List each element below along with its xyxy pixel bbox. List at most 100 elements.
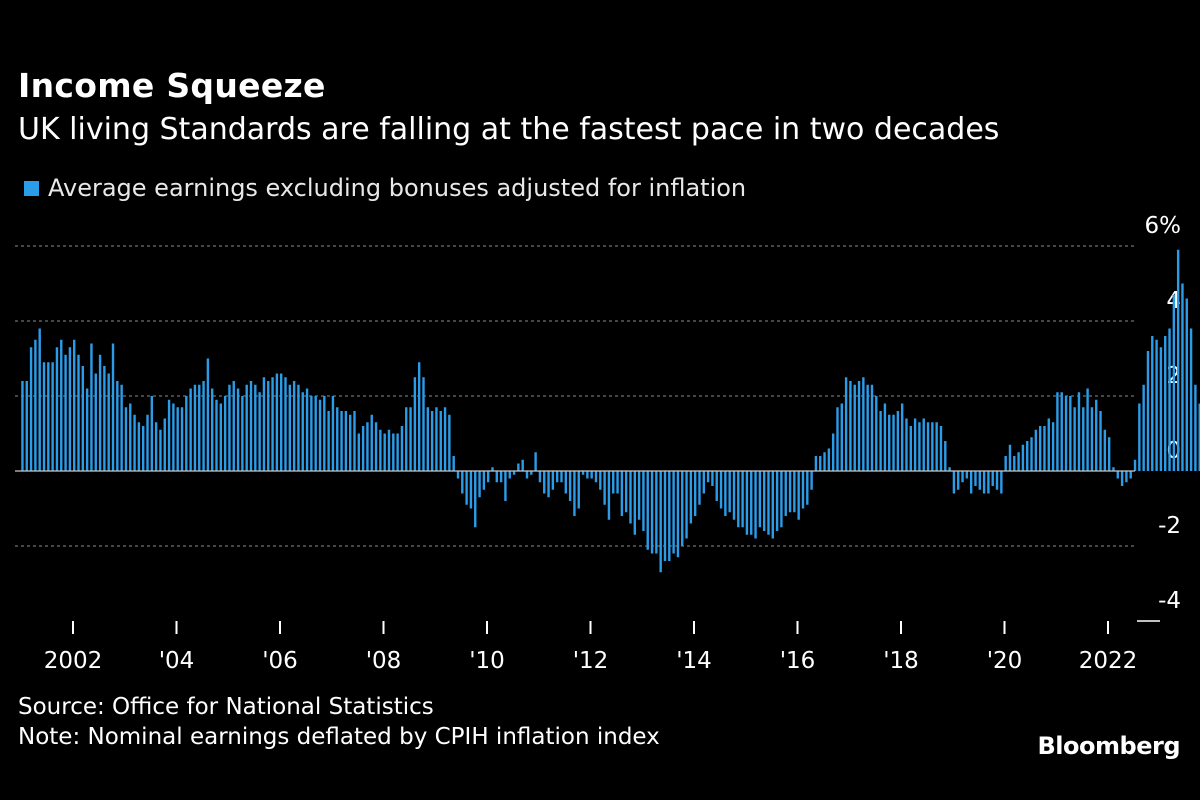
data-bar — [417, 362, 421, 471]
data-bar — [1189, 328, 1193, 471]
data-bar — [241, 396, 244, 471]
x-tick-label: 2022 — [1079, 648, 1138, 674]
data-bar — [819, 456, 822, 471]
data-bar — [72, 339, 76, 471]
x-tick-label: '20 — [987, 648, 1023, 674]
data-bar — [1021, 444, 1025, 471]
x-tick-label: '06 — [262, 648, 298, 674]
data-bar — [698, 471, 701, 505]
data-bar — [176, 407, 179, 471]
data-bar — [862, 377, 865, 471]
data-bar — [55, 347, 59, 471]
data-bar — [133, 414, 136, 471]
data-bar — [663, 471, 667, 561]
data-bar — [706, 471, 710, 483]
data-bar — [594, 471, 598, 483]
data-bar — [1176, 249, 1180, 471]
data-bar — [47, 362, 50, 471]
data-bar — [98, 354, 102, 471]
data-bar — [922, 418, 925, 471]
data-bar — [258, 392, 261, 471]
data-bar — [81, 366, 85, 471]
data-bar — [1155, 339, 1158, 471]
data-bar — [827, 448, 831, 471]
data-bar — [806, 471, 809, 505]
data-bar — [612, 471, 615, 494]
data-bar — [129, 403, 132, 471]
data-bar — [103, 366, 106, 471]
data-bar — [974, 471, 977, 486]
data-bar — [969, 471, 973, 494]
data-bar — [215, 399, 218, 471]
data-bar — [435, 407, 438, 471]
data-bar — [267, 381, 270, 471]
data-bar — [1073, 407, 1076, 471]
data-bar — [456, 471, 460, 479]
data-bar — [568, 471, 572, 501]
data-bar — [504, 471, 507, 501]
data-bar — [551, 471, 555, 490]
data-bar — [275, 373, 279, 471]
x-tick-label: '04 — [159, 648, 195, 674]
data-bar — [292, 381, 296, 471]
data-bar — [1008, 444, 1012, 471]
data-bar — [478, 471, 481, 498]
data-bar — [771, 471, 774, 539]
data-bar — [206, 358, 210, 471]
data-bar — [732, 471, 736, 520]
data-bar — [1116, 471, 1119, 479]
data-bar — [888, 414, 891, 471]
data-bar — [34, 339, 37, 471]
data-bar — [693, 471, 697, 516]
data-bar — [629, 471, 632, 524]
data-bar — [120, 384, 123, 471]
data-bar — [172, 403, 175, 471]
data-bar — [952, 471, 956, 494]
data-bar — [64, 354, 67, 471]
data-bar — [262, 377, 266, 471]
data-bar — [991, 471, 994, 486]
data-bar — [21, 381, 24, 471]
data-bar — [1013, 456, 1016, 471]
data-bar — [801, 471, 805, 509]
data-bar — [327, 411, 330, 471]
data-bar — [1000, 471, 1003, 494]
data-bar — [469, 471, 473, 509]
data-bar — [840, 403, 843, 471]
data-bar — [301, 392, 304, 471]
data-bar — [646, 471, 649, 550]
data-bar — [439, 411, 442, 471]
data-bar — [51, 362, 54, 471]
data-bar — [159, 429, 162, 471]
data-bar — [676, 471, 680, 558]
data-bar — [124, 407, 128, 471]
data-bar — [655, 471, 658, 554]
chart-title: Income Squeeze — [18, 66, 326, 105]
data-bar — [198, 384, 201, 471]
data-bar — [719, 471, 723, 509]
data-bar — [508, 471, 511, 479]
data-bar — [426, 407, 430, 471]
data-bar — [495, 471, 499, 483]
data-bar — [461, 471, 464, 494]
data-bar — [590, 471, 593, 479]
data-bar — [29, 347, 33, 471]
data-bar — [900, 403, 904, 471]
data-bar — [987, 471, 990, 494]
data-bar — [38, 328, 41, 471]
data-bar — [1038, 426, 1042, 471]
data-bar — [599, 471, 602, 490]
data-bar — [624, 471, 628, 513]
data-bar — [836, 407, 839, 471]
data-bar — [249, 381, 253, 471]
data-bar — [482, 471, 486, 490]
data-bar — [1095, 399, 1098, 471]
data-bar — [642, 471, 645, 531]
data-bar — [405, 407, 408, 471]
data-bar — [586, 471, 589, 479]
data-bar — [1138, 403, 1141, 471]
data-bar — [965, 471, 969, 479]
data-bar — [85, 388, 89, 471]
data-bar — [107, 373, 110, 471]
data-bar — [297, 384, 300, 471]
